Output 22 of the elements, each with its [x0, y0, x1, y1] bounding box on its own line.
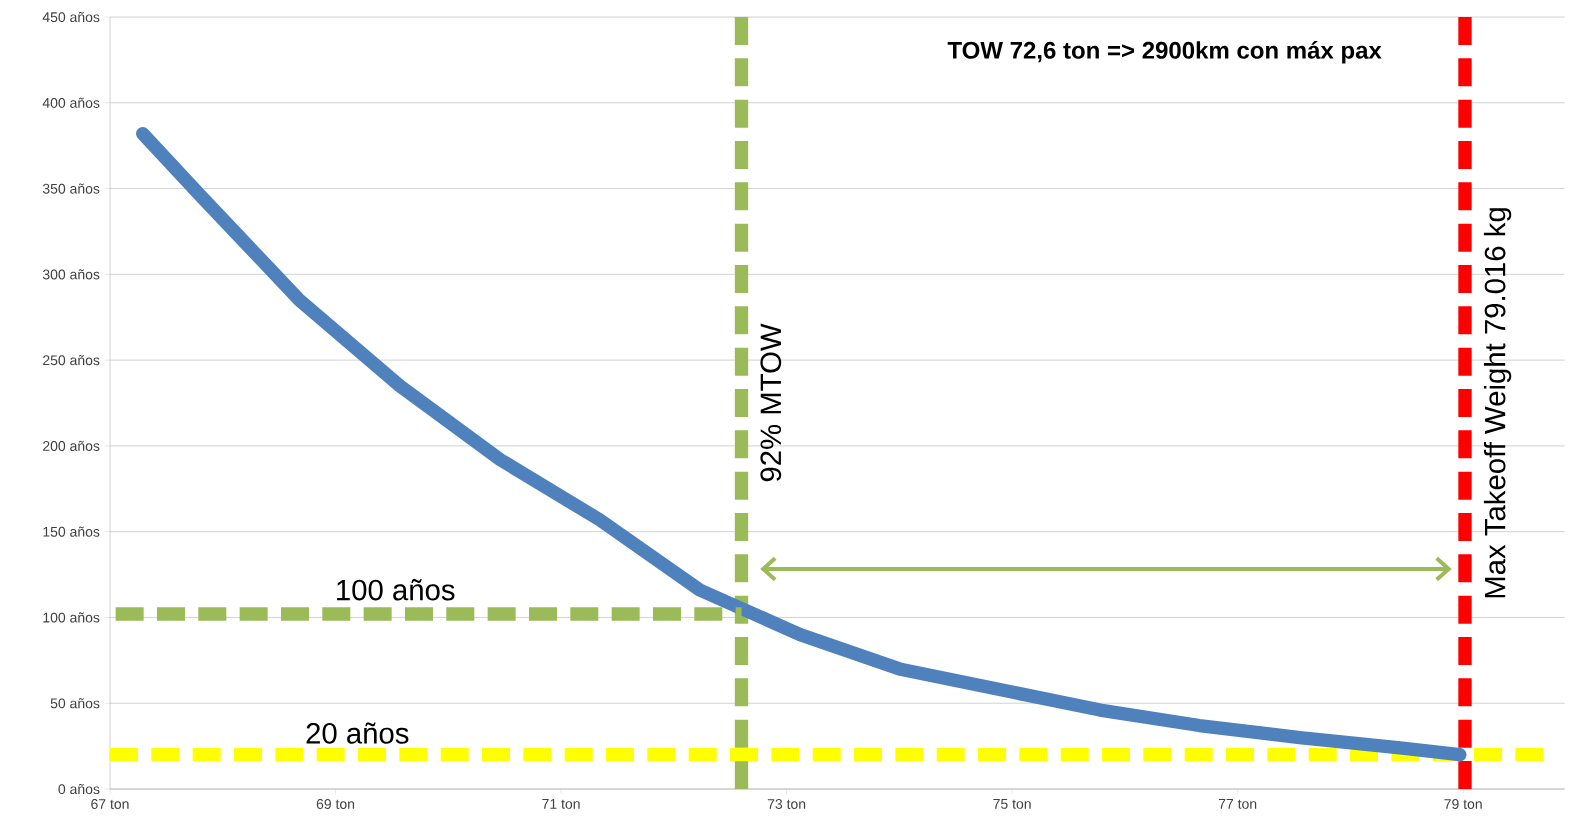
series-label: 100 años [337, 579, 455, 601]
ref-line-label: 92% MTOW [760, 323, 782, 482]
x-tick-label: 67 ton [91, 799, 129, 809]
y-tick-label: 100 años [43, 612, 100, 623]
ref-line-label: 20 años [306, 722, 409, 744]
x-tick-label: 75 ton [993, 799, 1031, 809]
y-tick-label: 250 años [43, 355, 100, 366]
y-tick-label: 150 años [43, 526, 100, 537]
y-tick-label: 400 años [42, 97, 100, 108]
x-tick-label: 69 ton [316, 799, 355, 809]
x-tick-label: 79 ton [1444, 799, 1482, 809]
y-tick-label: 50 años [50, 698, 100, 709]
ref-line-label: Max Takeoff Weight 79.016 kg [1483, 208, 1512, 598]
annotation: TOW 72,6 ton => 2900km con máx pax [947, 41, 1382, 64]
x-tick-label: 73 ton [767, 799, 806, 809]
x-tick-label: 77 ton [1218, 799, 1257, 809]
y-tick-label: 0 años [58, 783, 100, 795]
y-tick-label: 350 años [42, 183, 100, 194]
x-tick-label: 71 ton [542, 799, 580, 809]
y-tick-label: 300 años [42, 269, 100, 280]
y-tick-label: 200 años [43, 440, 100, 451]
y-tick-label: 450 años [42, 11, 100, 23]
